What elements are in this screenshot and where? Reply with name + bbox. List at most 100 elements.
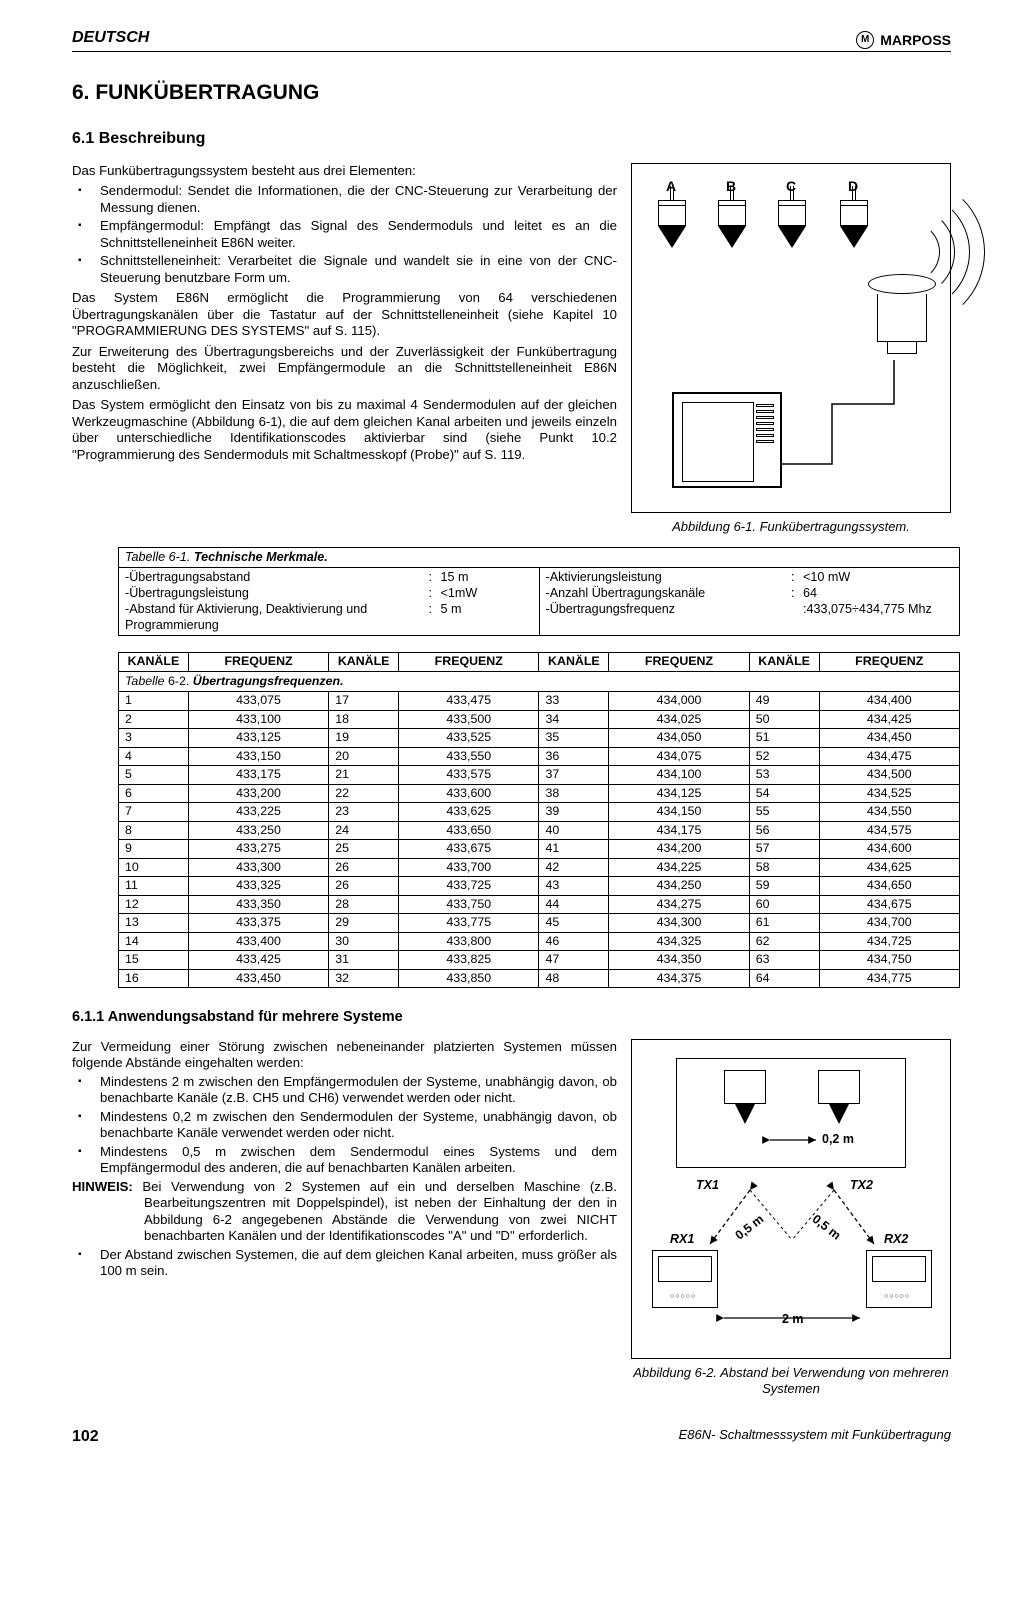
table-cell: 29 — [329, 914, 399, 933]
table-cell: 433,850 — [399, 969, 539, 988]
param-value: 15 m — [441, 570, 533, 586]
table-head: FREQUENZ — [188, 653, 328, 672]
table-cell: 63 — [749, 951, 819, 970]
table-cell: 434,775 — [819, 969, 960, 988]
section-6-1-1-text: Zur Vermeidung einer Störung zwischen ne… — [72, 1039, 617, 1282]
table-cell: 5 — [119, 766, 189, 785]
table-cell: 433,175 — [188, 766, 328, 785]
list-item: Empfängermodul: Empfängt das Signal des … — [72, 218, 617, 251]
table-cell: 433,475 — [399, 692, 539, 711]
param-key: -Übertragungsabstand — [125, 570, 429, 586]
intro-paragraph: Zur Vermeidung einer Störung zwischen ne… — [72, 1039, 617, 1072]
table-cell: 25 — [329, 840, 399, 859]
table-cell: 434,150 — [609, 803, 749, 822]
table-cell: 42 — [539, 858, 609, 877]
table-cell: 434,250 — [609, 877, 749, 896]
param-value: <1mW — [441, 586, 533, 602]
page-number: 102 — [72, 1427, 99, 1447]
param-value: 5 m — [441, 602, 533, 633]
table-6-1-left-cell: -Übertragungsabstand:15 m -Übertragungsl… — [119, 568, 540, 636]
table-cell: 433,425 — [188, 951, 328, 970]
table-cell: 40 — [539, 821, 609, 840]
table-cell: 434,300 — [609, 914, 749, 933]
table-cell: 13 — [119, 914, 189, 933]
table-cell: 49 — [749, 692, 819, 711]
table-cell: 8 — [119, 821, 189, 840]
table-cell: 7 — [119, 803, 189, 822]
table-cell: 21 — [329, 766, 399, 785]
header-brand: M MARPOSS — [856, 31, 951, 49]
table-cell: 34 — [539, 710, 609, 729]
table-cell: 433,525 — [399, 729, 539, 748]
table-row: 7433,22523433,62539434,15055434,550 — [119, 803, 960, 822]
table-cell: 1 — [119, 692, 189, 711]
section-6-1-1-title: 6.1.1 Anwendungsabstand für mehrere Syst… — [72, 1008, 951, 1026]
table-cell: 14 — [119, 932, 189, 951]
intro-paragraph: Das Funkübertragungssystem besteht aus d… — [72, 163, 617, 180]
table-cell: 433,225 — [188, 803, 328, 822]
hinweis-label: HINWEIS: — [72, 1179, 142, 1194]
hinweis-block: HINWEIS: Bei Verwendung von 2 Systemen a… — [72, 1179, 617, 1245]
table-cell: 32 — [329, 969, 399, 988]
figure-6-2-wrap: TX1 TX2 RX1 ○○○○○ RX2 ○○○○○ 0,2 m 0,5 m … — [631, 1039, 951, 1398]
table-row: 9433,27525433,67541434,20057434,600 — [119, 840, 960, 859]
table-cell: 20 — [329, 747, 399, 766]
table-cell: 434,200 — [609, 840, 749, 859]
table-6-2: Tabelle 6-2. Übertragungsfrequenzen. KAN… — [118, 652, 960, 988]
table-cell: 433,375 — [188, 914, 328, 933]
param-key: -Übertragungsleistung — [125, 586, 429, 602]
table-cell: 434,700 — [819, 914, 960, 933]
table-row: 5433,17521433,57537434,10053434,500 — [119, 766, 960, 785]
table-cell: 30 — [329, 932, 399, 951]
table-cell: 433,200 — [188, 784, 328, 803]
table-row: 3433,12519433,52535434,05051434,450 — [119, 729, 960, 748]
table-cell: 15 — [119, 951, 189, 970]
table-cell: 434,175 — [609, 821, 749, 840]
table-cell: 23 — [329, 803, 399, 822]
figure-6-2-caption: Abbildung 6-2. Abstand bei Verwendung vo… — [631, 1365, 951, 1398]
figure-6-1: A B C D — [631, 163, 951, 513]
header-language: DEUTSCH — [72, 28, 149, 48]
table-cell: 434,325 — [609, 932, 749, 951]
table-cell: 434,275 — [609, 895, 749, 914]
table-cell: 433,725 — [399, 877, 539, 896]
table-row: 16433,45032433,85048434,37564434,775 — [119, 969, 960, 988]
section-6-1-title: 6.1 Beschreibung — [72, 129, 951, 149]
table-cell: 434,050 — [609, 729, 749, 748]
table-cell: 61 — [749, 914, 819, 933]
paragraph: Das System E86N ermöglicht die Programmi… — [72, 290, 617, 340]
list-item: Schnittstelleneinheit: Verarbeitet die S… — [72, 253, 617, 286]
brand-name: MARPOSS — [880, 32, 951, 50]
table-cell: 433,675 — [399, 840, 539, 859]
table-caption-title: Übertragungsfrequenzen. — [193, 674, 344, 688]
list-item: Mindestens 2 m zwischen den Empfängermod… — [72, 1074, 617, 1107]
table-cell: 64 — [749, 969, 819, 988]
section-6-1-text: Das Funkübertragungssystem besteht aus d… — [72, 163, 617, 468]
page-header: DEUTSCH M MARPOSS — [72, 28, 951, 52]
table-cell: 19 — [329, 729, 399, 748]
table-cell: 434,075 — [609, 747, 749, 766]
figure-6-2: TX1 TX2 RX1 ○○○○○ RX2 ○○○○○ 0,2 m 0,5 m … — [631, 1039, 951, 1359]
table-cell: 2 — [119, 710, 189, 729]
table-cell: 18 — [329, 710, 399, 729]
table-cell: 41 — [539, 840, 609, 859]
table-cell: 433,300 — [188, 858, 328, 877]
table-row: 11433,32526433,72543434,25059434,650 — [119, 877, 960, 896]
table-cell: 434,350 — [609, 951, 749, 970]
table-cell: 433,575 — [399, 766, 539, 785]
table-cell: 22 — [329, 784, 399, 803]
section-6-1: Das Funkübertragungssystem besteht aus d… — [72, 163, 951, 535]
table-cell: 16 — [119, 969, 189, 988]
table-row: 4433,15020433,55036434,07552434,475 — [119, 747, 960, 766]
table-cell: 434,400 — [819, 692, 960, 711]
component-list: Sendermodul: Sendet die Informationen, d… — [72, 183, 617, 286]
table-head: FREQUENZ — [819, 653, 960, 672]
table-cell: 52 — [749, 747, 819, 766]
table-cell: 38 — [539, 784, 609, 803]
table-head: KANÄLE — [119, 653, 189, 672]
table-cell: 54 — [749, 784, 819, 803]
chapter-title: 6. FUNKÜBERTRAGUNG — [72, 80, 951, 106]
table-row: 13433,37529433,77545434,30061434,700 — [119, 914, 960, 933]
table-cell: 4 — [119, 747, 189, 766]
table-cell: 434,425 — [819, 710, 960, 729]
